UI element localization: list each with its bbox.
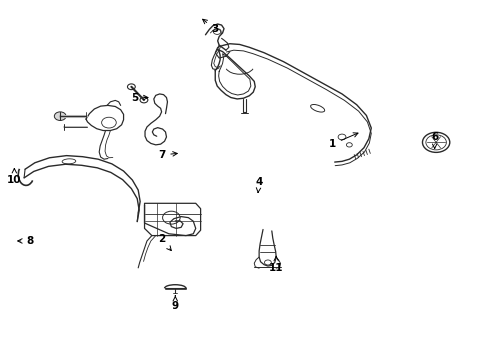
Text: 6: 6: [430, 132, 437, 148]
Circle shape: [140, 97, 147, 103]
Text: 1: 1: [328, 133, 357, 149]
Text: 7: 7: [158, 150, 177, 160]
Text: 3: 3: [202, 19, 219, 35]
Text: 5: 5: [131, 93, 148, 103]
Circle shape: [54, 112, 66, 121]
Text: 2: 2: [158, 234, 171, 251]
Text: 9: 9: [171, 296, 179, 311]
Text: 11: 11: [268, 256, 283, 273]
Circle shape: [127, 84, 135, 90]
Text: 10: 10: [7, 168, 21, 185]
Text: 8: 8: [18, 236, 34, 246]
Text: 4: 4: [255, 177, 262, 193]
